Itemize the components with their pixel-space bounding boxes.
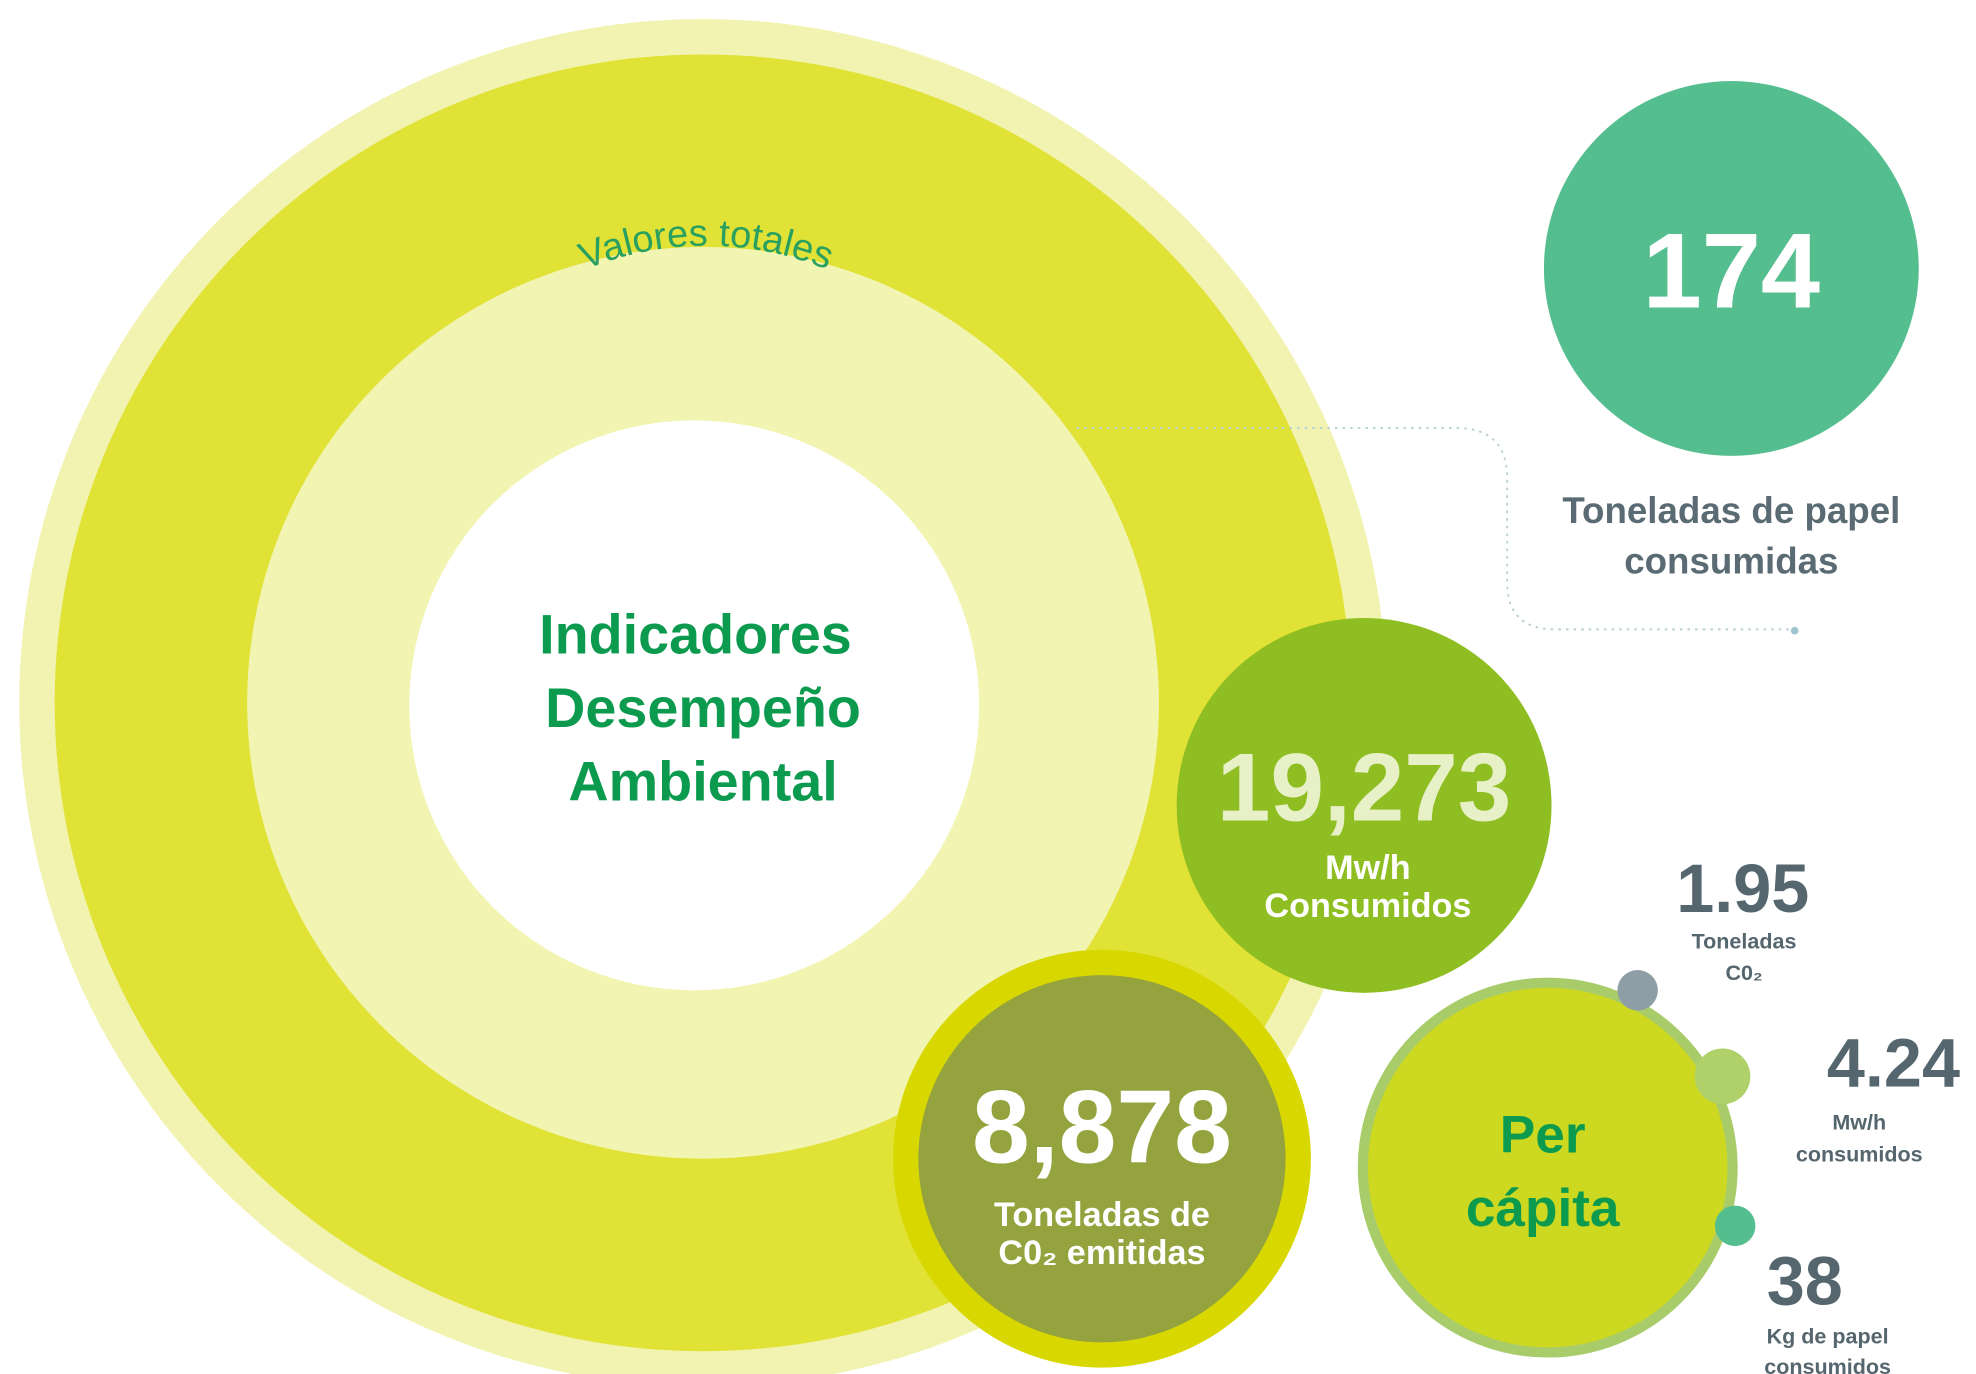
per-capita-title: Per <box>1500 1105 1586 1164</box>
title-line: Indicadores <box>539 603 852 665</box>
paper-label: Toneladas de papel <box>1562 490 1900 531</box>
per-capita-label: consumidos <box>1796 1142 1923 1166</box>
per-capita-value: 1.95 <box>1676 851 1809 927</box>
energy-label: Consumidos <box>1264 887 1471 925</box>
connector-dot <box>1790 626 1799 635</box>
paper-label: consumidas <box>1624 541 1838 582</box>
center-disc <box>409 420 980 991</box>
energy-label: Mw/h <box>1325 849 1410 887</box>
per-capita-circle <box>1357 977 1738 1358</box>
paper-circle <box>1543 81 1919 456</box>
per-capita-label: Kg de papel <box>1767 1325 1889 1349</box>
dot <box>1714 1205 1756 1247</box>
per-capita-label: C0₂ <box>1725 961 1762 985</box>
title-line: Ambiental <box>568 750 837 812</box>
title-line: Desempeño <box>545 677 861 739</box>
dot <box>1617 970 1658 1011</box>
paper-value: 174 <box>1643 212 1820 331</box>
co2-value: 8,878 <box>972 1070 1232 1186</box>
co2-label: Toneladas de <box>994 1196 1210 1234</box>
energy-circle <box>1176 617 1552 993</box>
per-capita-label: Toneladas <box>1692 930 1797 954</box>
co2-label: C0₂ emitidas <box>998 1234 1205 1272</box>
co2-circle <box>918 975 1286 1343</box>
dot <box>1694 1048 1751 1105</box>
per-capita-label: Mw/h <box>1832 1111 1886 1135</box>
energy-value: 19,273 <box>1217 735 1511 842</box>
per-capita-value: 38 <box>1767 1243 1843 1319</box>
per-capita-label: consumidos <box>1764 1355 1891 1374</box>
per-capita-value: 4.24 <box>1827 1026 1960 1102</box>
per-capita-title: cápita <box>1466 1179 1620 1238</box>
